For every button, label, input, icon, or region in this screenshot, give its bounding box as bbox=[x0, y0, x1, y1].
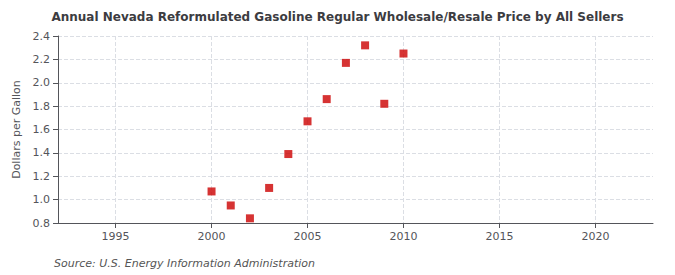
svg-text:Annual Nevada Reformulated Gas: Annual Nevada Reformulated Gasoline Regu… bbox=[51, 10, 623, 24]
svg-text:1.0: 1.0 bbox=[33, 193, 51, 206]
svg-text:2.0: 2.0 bbox=[33, 76, 51, 89]
svg-text:2005: 2005 bbox=[294, 230, 322, 243]
svg-text:Dollars per Gallon: Dollars per Gallon bbox=[10, 80, 23, 179]
svg-text:2000: 2000 bbox=[198, 230, 226, 243]
svg-text:2.2: 2.2 bbox=[33, 53, 51, 66]
svg-text:1995: 1995 bbox=[102, 230, 130, 243]
svg-text:2010: 2010 bbox=[389, 230, 417, 243]
svg-text:2.4: 2.4 bbox=[33, 30, 51, 43]
svg-text:1.6: 1.6 bbox=[33, 123, 51, 136]
svg-text:0.8: 0.8 bbox=[33, 217, 51, 230]
svg-text:1.2: 1.2 bbox=[33, 170, 51, 183]
svg-text:Source: U.S. Energy Informatio: Source: U.S. Energy Information Administ… bbox=[54, 257, 315, 270]
svg-text:2015: 2015 bbox=[485, 230, 513, 243]
svg-text:1.4: 1.4 bbox=[33, 146, 51, 159]
svg-text:1.8: 1.8 bbox=[33, 100, 51, 113]
svg-text:2020: 2020 bbox=[581, 230, 609, 243]
